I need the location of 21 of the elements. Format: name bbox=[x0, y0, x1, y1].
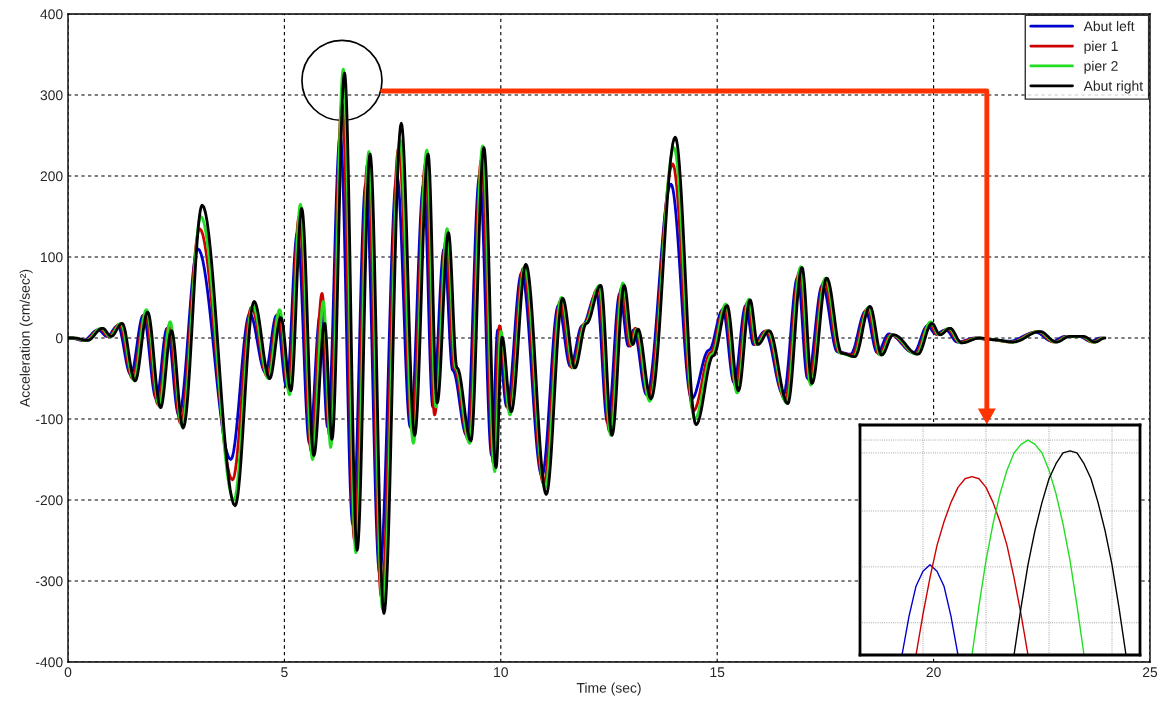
x-tick-label: 10 bbox=[494, 667, 508, 678]
x-tick-label: 0 bbox=[64, 667, 72, 678]
x-axis-title: Time (sec) bbox=[576, 682, 641, 696]
x-tick-label: 15 bbox=[710, 667, 725, 678]
y-tick-label: 400 bbox=[40, 9, 63, 20]
x-tick-label: 25 bbox=[1142, 667, 1158, 678]
legend-label: pier 2 bbox=[1084, 60, 1118, 74]
y-tick-label: -100 bbox=[35, 414, 63, 425]
x-tick-label: 20 bbox=[926, 667, 941, 678]
legend-label: pier 1 bbox=[1084, 40, 1118, 54]
y-tick-label: 200 bbox=[40, 171, 63, 182]
y-tick-label: 100 bbox=[41, 252, 63, 263]
y-tick-label: -300 bbox=[35, 576, 63, 587]
y-tick-label: 300 bbox=[40, 90, 63, 101]
y-axis-title: Acceleration (cm/sec²) bbox=[19, 269, 33, 408]
y-tick-label: -400 bbox=[35, 657, 63, 668]
y-tick-label: 0 bbox=[55, 333, 63, 344]
x-tick-label: 5 bbox=[281, 667, 288, 678]
legend-label: Abut right bbox=[1083, 80, 1143, 94]
legend-label: Abut left bbox=[1083, 20, 1135, 32]
y-tick-label: -200 bbox=[35, 495, 63, 506]
